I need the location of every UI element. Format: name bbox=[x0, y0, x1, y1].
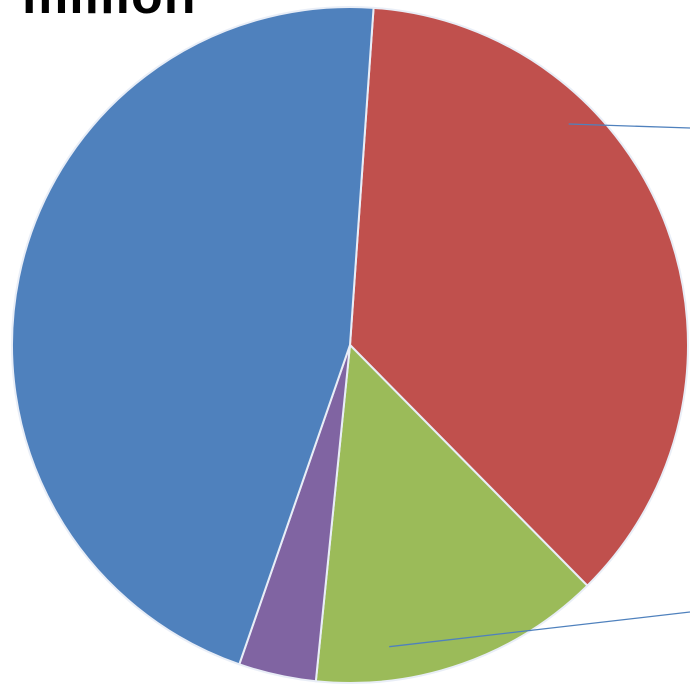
pie-slices bbox=[12, 7, 688, 683]
